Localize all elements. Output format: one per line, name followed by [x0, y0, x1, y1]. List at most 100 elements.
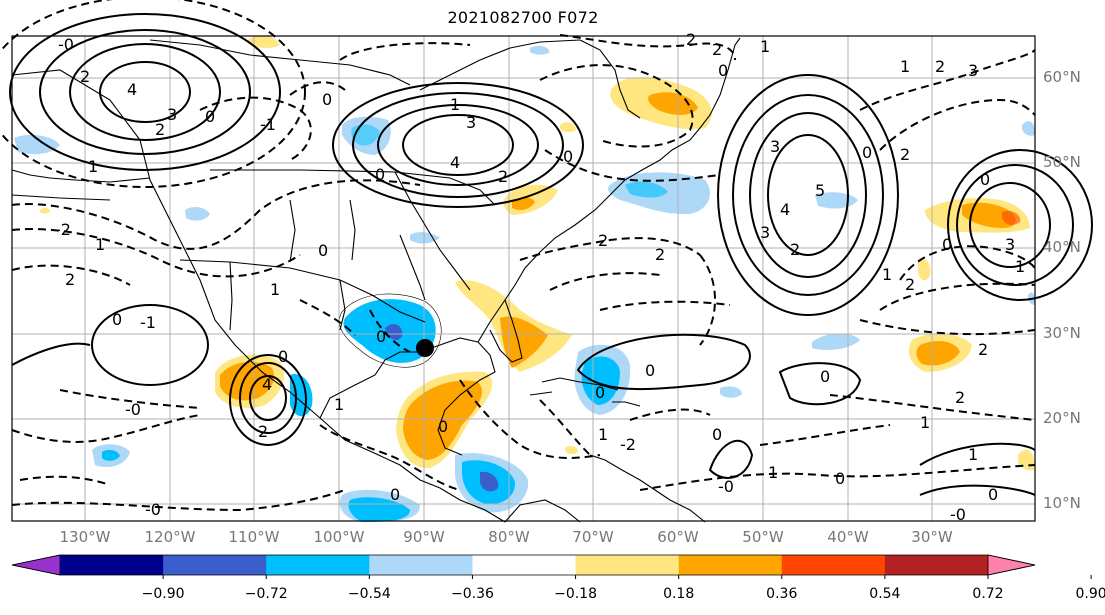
colorbar-bin	[369, 555, 473, 575]
contour-label: 0	[820, 367, 830, 386]
contour-label: -1	[260, 115, 276, 134]
contour-label: 0	[563, 147, 573, 166]
longitude-label: 40°W	[827, 528, 869, 546]
contour-label: 0	[862, 143, 872, 162]
contour-label: 2	[655, 245, 665, 264]
colorbar-bin	[781, 555, 886, 575]
contour-label: 2	[905, 275, 915, 294]
contour-label: 2	[712, 40, 722, 59]
contour-atlantic-high-1	[767, 134, 849, 256]
contour-label: 1	[95, 235, 105, 254]
plot-title: 2021082700 F072	[447, 8, 599, 27]
contour-mexico-cyclone	[249, 375, 287, 421]
point-marker	[416, 339, 434, 357]
contour-label: 4	[450, 153, 460, 172]
contour-label: 3	[968, 61, 978, 80]
contour-label: 1	[1015, 257, 1025, 276]
contour-label: -0	[58, 35, 74, 54]
contour-label: 3	[1005, 235, 1015, 254]
contour-label: 2	[955, 388, 965, 407]
contour-label: 3	[760, 223, 770, 242]
contour-labels: -0 2 4 2 3 1 0 -1 0 3 4 1 0 2 0 2 2 0 1 …	[55, 30, 1025, 524]
colorbar-tick-label: −0.18	[554, 586, 597, 602]
contour-label: 2	[598, 231, 608, 250]
colorbar-bin	[884, 555, 989, 575]
contour-label: 1	[270, 280, 280, 299]
longitude-label: 100°W	[313, 528, 365, 546]
longitude-label: 30°W	[911, 528, 953, 546]
contour-label: 2	[258, 422, 268, 441]
longitude-label: 110°W	[228, 528, 280, 546]
contour-label: 2	[935, 57, 945, 76]
contour-label: -2	[620, 435, 636, 454]
latitude-label: 50°N	[1043, 153, 1081, 171]
contour-label: 2	[978, 340, 988, 359]
contour-label: -2	[55, 220, 71, 239]
longitude-label: 120°W	[144, 528, 196, 546]
contour-label: 1	[598, 425, 608, 444]
contour-pacific-high-1	[99, 61, 191, 123]
contour-label: 2	[498, 167, 508, 186]
latitude-label: 40°N	[1043, 238, 1081, 256]
contour-label: 2	[790, 240, 800, 259]
contour-label: 1	[760, 37, 770, 56]
latitude-label: 10°N	[1043, 494, 1081, 512]
contour-label: 0	[112, 310, 122, 329]
contour-label: 0	[988, 485, 998, 504]
contour-label: 0	[205, 107, 215, 126]
contour-label: 0	[278, 347, 288, 366]
contours	[9, 13, 1093, 496]
contour-label: 0	[835, 469, 845, 488]
colorbar-bin	[163, 555, 267, 575]
longitude-label: 60°W	[657, 528, 699, 546]
colorbar-tick-label: −0.54	[347, 586, 391, 602]
contour-label: -0	[950, 505, 966, 524]
contour-label: 3	[167, 105, 177, 124]
colorbar-tick-label: −0.36	[450, 586, 494, 602]
contour-label: 1	[900, 57, 910, 76]
coastlines	[11, 37, 741, 523]
longitude-label: 50°W	[742, 528, 784, 546]
colorbar-tick-label: 0.90	[1075, 586, 1105, 602]
longitude-label: 80°W	[488, 528, 530, 546]
contour-label: 1	[450, 95, 460, 114]
longitude-label: 70°W	[572, 528, 614, 546]
contour-label: 2	[80, 67, 90, 86]
anomaly-shading	[14, 35, 1035, 522]
contour-label: -0	[125, 400, 141, 419]
latitude-label: 20°N	[1043, 409, 1081, 427]
contour-label: 1	[920, 413, 930, 432]
contour-label: -1	[140, 313, 156, 332]
colorbar-outline	[11, 554, 1036, 576]
contour-label: 2	[155, 120, 165, 139]
colorbar-extend-min	[11, 554, 61, 576]
latitude-label: 30°N	[1043, 324, 1081, 342]
contour-label: 4	[780, 200, 790, 219]
contour-label: 4	[262, 375, 272, 394]
colorbar-bin	[472, 555, 577, 575]
contour-label: 3	[466, 113, 476, 132]
contour-canada-high-1	[402, 114, 514, 176]
contour-label: 0	[376, 327, 386, 346]
contour-label: 0	[318, 241, 328, 260]
longitude-label: 90°W	[403, 528, 445, 546]
contour-label: 1	[334, 395, 344, 414]
contour-label: 1	[968, 445, 978, 464]
colorbar-tick-label: 0.36	[766, 586, 798, 602]
contour-label: 2	[686, 30, 696, 49]
contour-label: 1	[88, 157, 98, 176]
contour-label: 0	[718, 61, 728, 80]
colorbar-tick-label: −0.90	[141, 586, 185, 602]
map-frame	[11, 35, 1036, 522]
contour-label: 0	[645, 361, 655, 380]
longitude-label: 130°W	[59, 528, 111, 546]
contour-label: 0	[942, 235, 952, 254]
contour-label: 0	[375, 165, 385, 184]
contours-dashed	[0, 0, 1036, 512]
colorbar-bin	[678, 555, 783, 575]
latitude-label: 60°N	[1043, 68, 1081, 86]
contour-label: 0	[595, 383, 605, 402]
contour-label: 0	[322, 90, 332, 109]
contour-label: 0	[438, 417, 448, 436]
